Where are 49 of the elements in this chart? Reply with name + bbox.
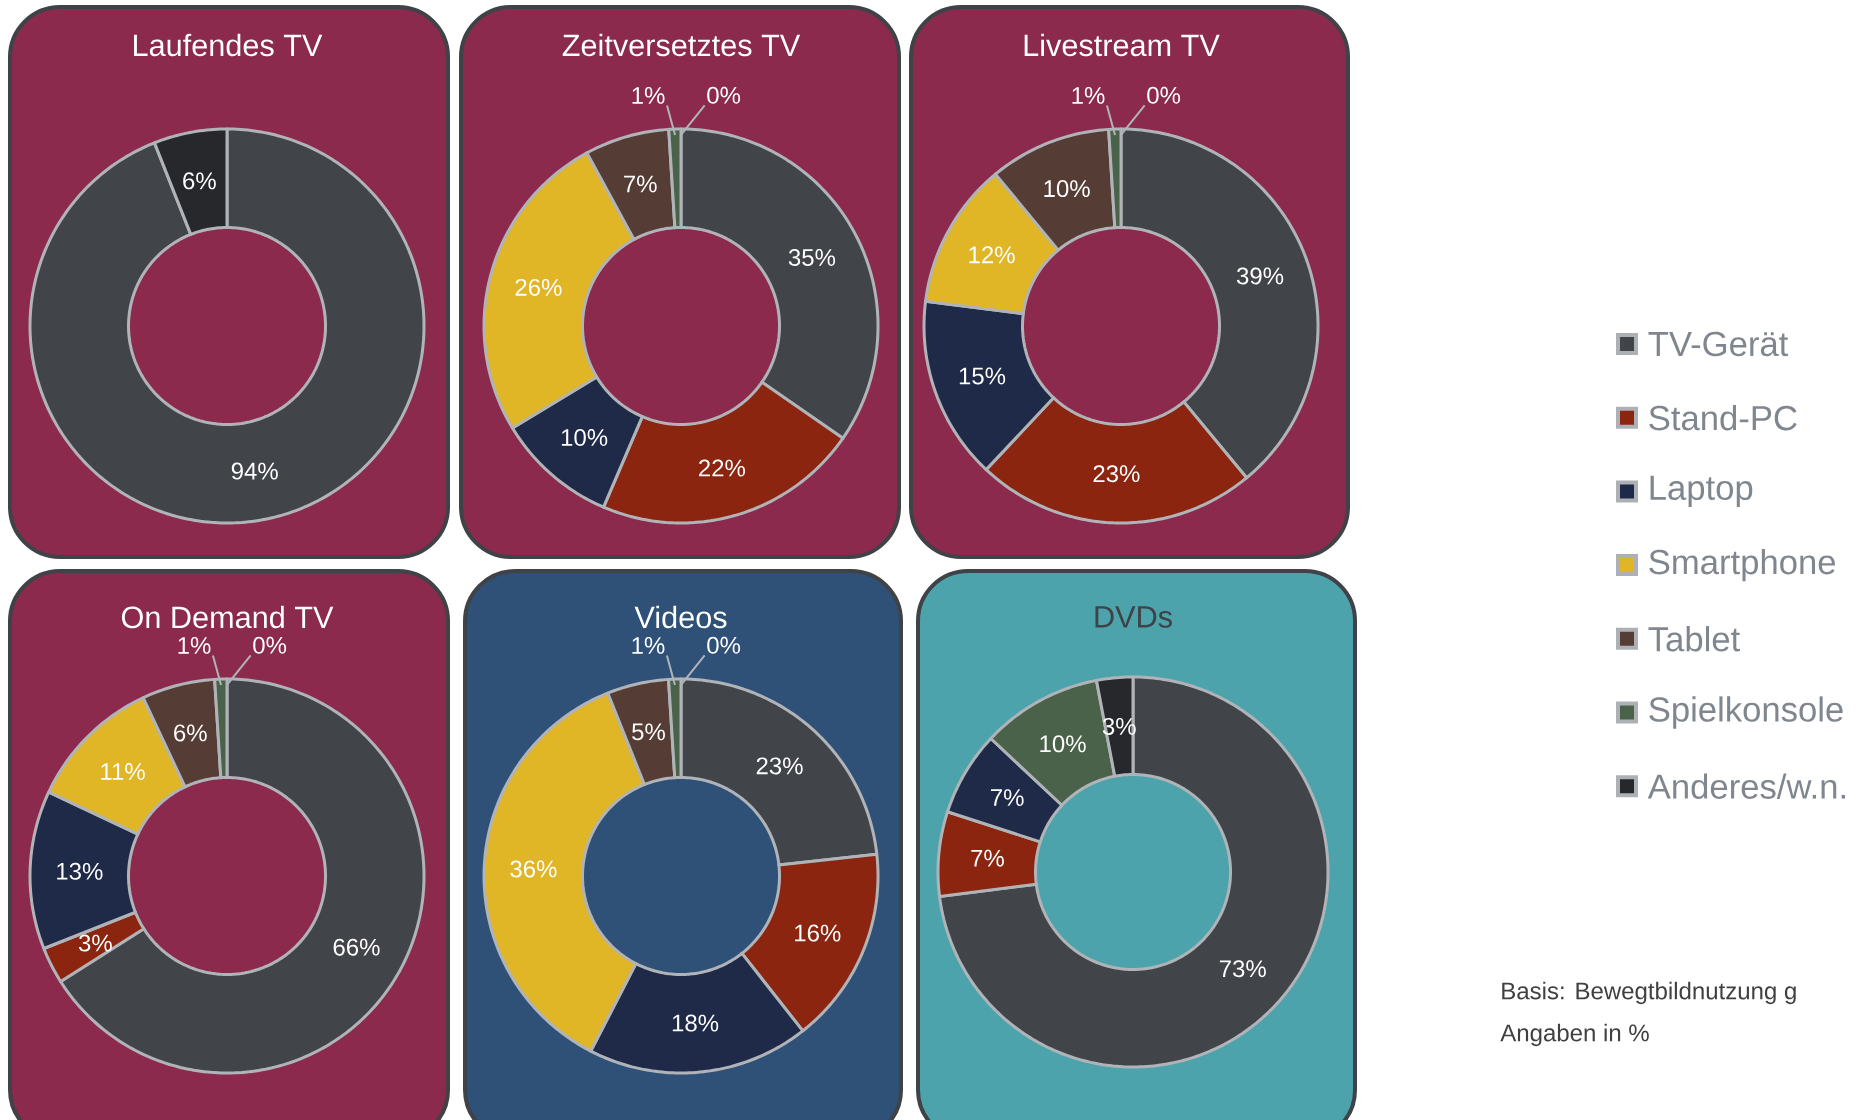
data-label: 15% (959, 367, 1006, 385)
data-label: 12% (969, 246, 1015, 264)
data-label: 1% (632, 87, 665, 104)
data-label: 1% (632, 637, 665, 654)
data-label: 35% (788, 248, 836, 266)
data-label: 36% (510, 860, 557, 878)
data-label: 39% (1236, 267, 1284, 285)
text: 0% (1147, 86, 1181, 104)
data-label: 22% (699, 459, 745, 477)
data-label: 18% (672, 1014, 719, 1032)
legend-label: Stand-PC (1649, 404, 1797, 431)
chart-title: Videos (634, 605, 727, 629)
chart-title: Zeitversetztes TV (562, 33, 801, 57)
data-label: 1% (1072, 87, 1105, 104)
legend-label: Anderes/w.n. (1647, 773, 1845, 799)
data-label: 16% (795, 924, 841, 942)
chart-title: DVDs (1095, 606, 1172, 628)
chart-title: Livestream TV (1024, 33, 1220, 57)
data-label: 3% (78, 934, 112, 952)
data-label: 10% (561, 429, 608, 447)
chart-title: On Demand TV (121, 605, 334, 629)
legend-label: Tablet (1648, 626, 1740, 652)
data-label: 11% (101, 763, 145, 780)
data-label: 7% (991, 789, 1024, 806)
data-label: 94% (231, 462, 278, 480)
text: Angaben in % (1500, 1023, 1649, 1047)
data-label: 6% (183, 172, 216, 190)
data-label: 10% (1044, 180, 1090, 198)
legend-label: Smartphone (1649, 548, 1836, 582)
data-label: 23% (1093, 465, 1140, 483)
legend-label: TV-Gerät (1648, 331, 1789, 357)
text: 0% (253, 636, 287, 654)
legend-label: Laptop (1650, 475, 1753, 507)
data-label: 6% (174, 724, 207, 742)
data-label: 66% (333, 938, 380, 956)
data-label: 1% (178, 637, 211, 654)
text: 0% (707, 636, 741, 654)
data-label: 5% (632, 723, 665, 741)
text: Basis: Bewegtbildnutzung g (1502, 981, 1796, 1005)
data-label: 13% (57, 862, 103, 880)
data-label: 73% (1219, 960, 1266, 978)
chart-title: Laufendes TV (134, 33, 323, 57)
legend-label: Spielkonsole (1649, 696, 1843, 729)
data-label: 23% (756, 757, 803, 775)
data-label: 10% (1040, 735, 1086, 753)
text: 0% (707, 86, 741, 104)
data-label: 7% (624, 175, 657, 193)
data-label: 26% (515, 278, 562, 296)
data-label: 7% (971, 849, 1004, 867)
